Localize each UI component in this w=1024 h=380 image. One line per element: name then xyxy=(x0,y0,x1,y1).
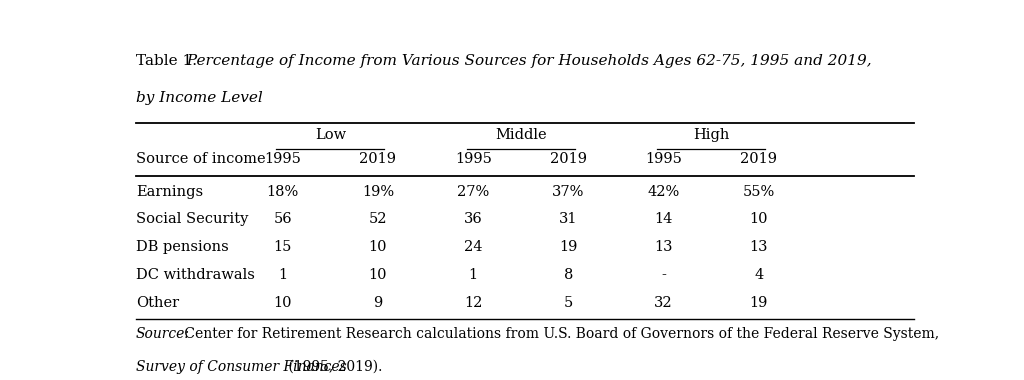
Text: 13: 13 xyxy=(750,240,768,254)
Text: 31: 31 xyxy=(559,212,578,226)
Text: 19%: 19% xyxy=(361,185,394,199)
Text: 27%: 27% xyxy=(457,185,489,199)
Text: 15: 15 xyxy=(273,240,292,254)
Text: Other: Other xyxy=(136,296,179,310)
Text: 2019: 2019 xyxy=(359,152,396,166)
Text: 42%: 42% xyxy=(647,185,680,199)
Text: 24: 24 xyxy=(464,240,482,254)
Text: Earnings: Earnings xyxy=(136,185,203,199)
Text: 14: 14 xyxy=(654,212,673,226)
Text: 32: 32 xyxy=(654,296,673,310)
Text: Survey of Consumer Finances: Survey of Consumer Finances xyxy=(136,360,347,374)
Text: 9: 9 xyxy=(374,296,383,310)
Text: by Income Level: by Income Level xyxy=(136,91,263,105)
Text: DC withdrawals: DC withdrawals xyxy=(136,268,255,282)
Text: 4: 4 xyxy=(755,268,764,282)
Text: High: High xyxy=(693,128,729,141)
Text: 2019: 2019 xyxy=(550,152,587,166)
Text: 19: 19 xyxy=(559,240,578,254)
Text: 36: 36 xyxy=(464,212,482,226)
Text: 5: 5 xyxy=(564,296,573,310)
Text: Social Security: Social Security xyxy=(136,212,248,226)
Text: 10: 10 xyxy=(273,296,292,310)
Text: 37%: 37% xyxy=(552,185,585,199)
Text: 1995: 1995 xyxy=(455,152,492,166)
Text: 52: 52 xyxy=(369,212,387,226)
Text: 1: 1 xyxy=(279,268,288,282)
Text: 19: 19 xyxy=(750,296,768,310)
Text: 12: 12 xyxy=(464,296,482,310)
Text: 10: 10 xyxy=(369,240,387,254)
Text: 8: 8 xyxy=(564,268,573,282)
Text: 1: 1 xyxy=(469,268,478,282)
Text: 13: 13 xyxy=(654,240,673,254)
Text: (1995, 2019).: (1995, 2019). xyxy=(285,360,383,374)
Text: 55%: 55% xyxy=(742,185,775,199)
Text: Middle: Middle xyxy=(495,128,547,141)
Text: Low: Low xyxy=(314,128,346,141)
Text: 10: 10 xyxy=(369,268,387,282)
Text: 1995: 1995 xyxy=(264,152,301,166)
Text: Table 1.: Table 1. xyxy=(136,54,197,68)
Text: Source of income: Source of income xyxy=(136,152,265,166)
Text: Center for Retirement Research calculations from U.S. Board of Governors of the : Center for Retirement Research calculati… xyxy=(179,327,939,341)
Text: 56: 56 xyxy=(273,212,292,226)
Text: 2019: 2019 xyxy=(740,152,777,166)
Text: Percentage of Income from Various Sources for Households Ages 62-75, 1995 and 20: Percentage of Income from Various Source… xyxy=(182,54,871,68)
Text: 1995: 1995 xyxy=(645,152,682,166)
Text: DB pensions: DB pensions xyxy=(136,240,228,254)
Text: 10: 10 xyxy=(750,212,768,226)
Text: -: - xyxy=(662,268,667,282)
Text: 18%: 18% xyxy=(266,185,299,199)
Text: Source:: Source: xyxy=(136,327,189,341)
